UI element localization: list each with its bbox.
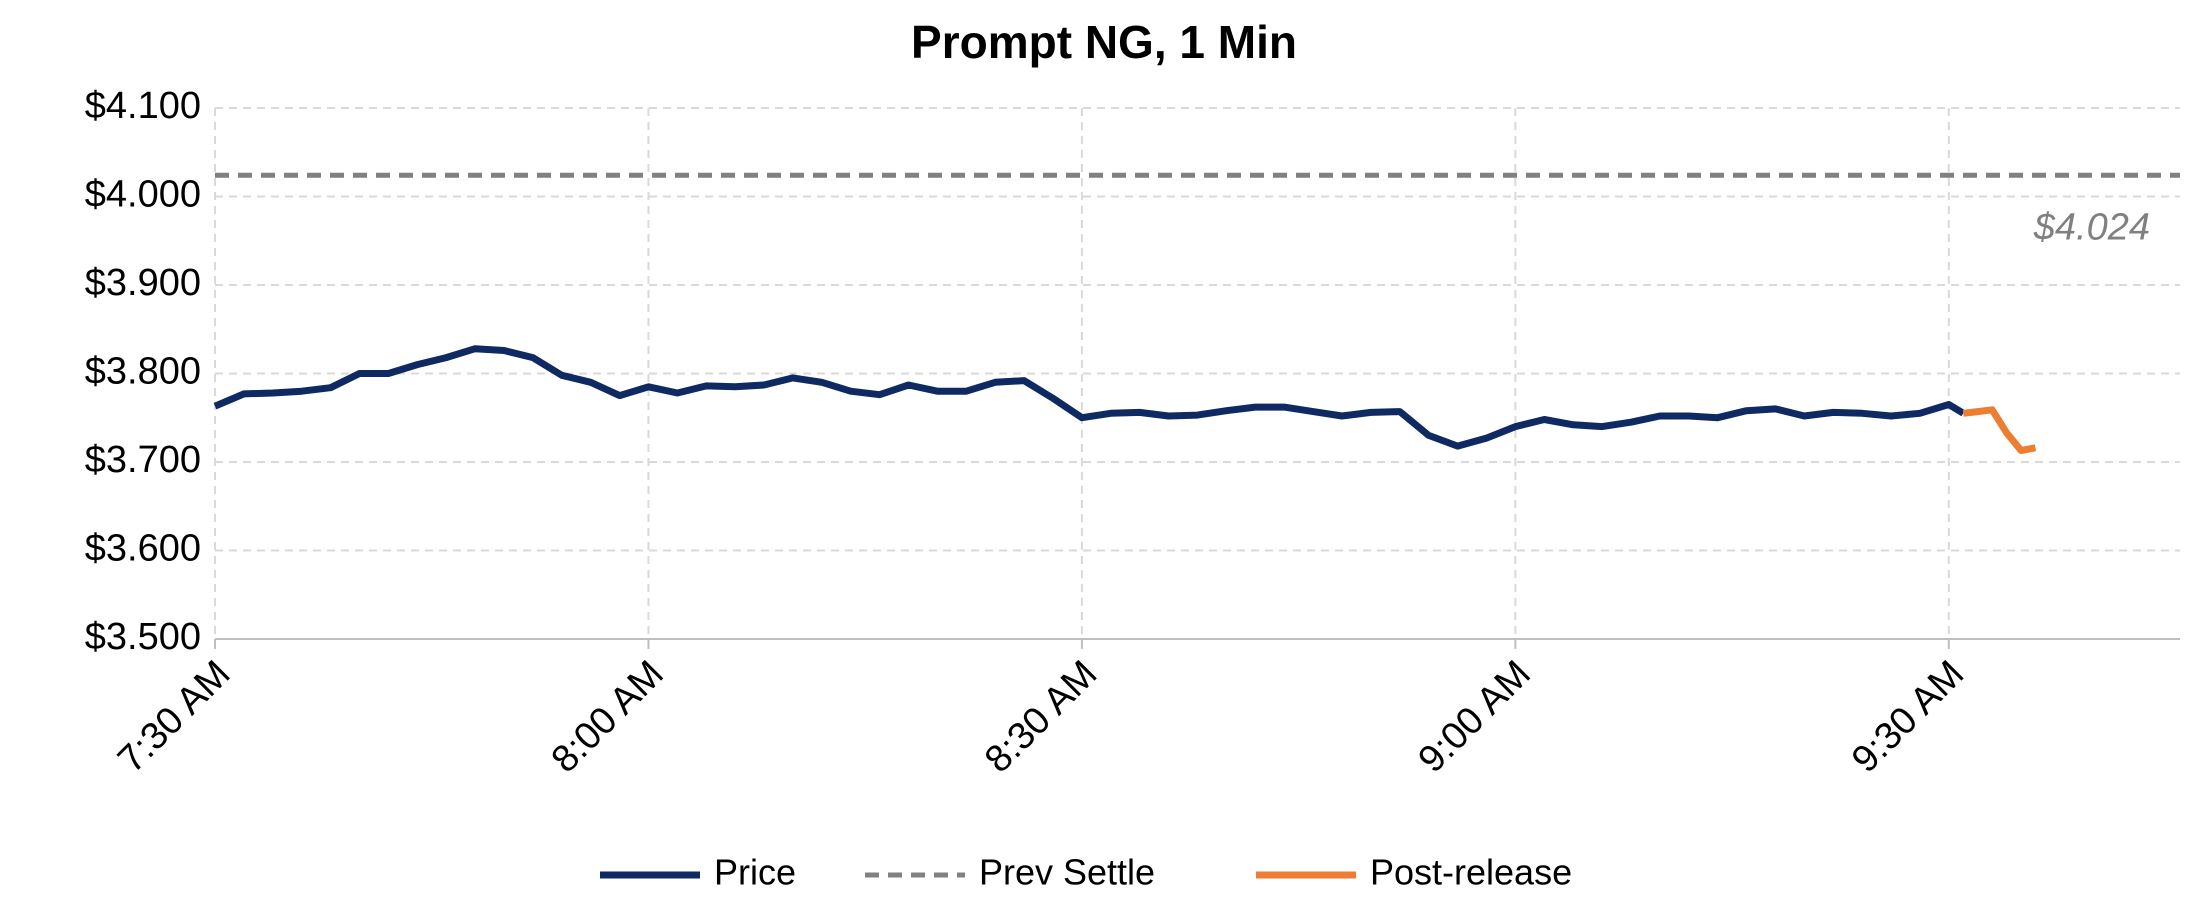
legend-item: Prev Settle [865, 852, 1155, 893]
series-line [1962, 406, 2037, 454]
x-tick-label: 9:00 AM [1411, 653, 1539, 781]
y-tick-label: $3.800 [85, 351, 201, 393]
x-tick-label: 8:30 AM [977, 653, 1105, 781]
series-line [213, 345, 1966, 450]
annotation: $4.024 [2033, 206, 2150, 248]
y-tick-label: $3.600 [85, 528, 201, 570]
legend-item: Post-release [1256, 852, 1572, 893]
y-tick-label: $4.100 [85, 85, 201, 127]
x-tick-label: 8:00 AM [544, 653, 672, 781]
x-tick-label: 9:30 AM [1844, 653, 1972, 781]
y-tick-label: $3.900 [85, 262, 201, 304]
legend-item: Price [600, 852, 796, 893]
legend-label: Prev Settle [979, 852, 1155, 893]
chart-title: Prompt NG, 1 Min [911, 16, 1297, 68]
legend-label: Price [714, 852, 796, 893]
y-tick-label: $3.500 [85, 616, 201, 658]
x-tick-label: 7:30 AM [110, 653, 238, 781]
y-tick-label: $4.000 [85, 174, 201, 216]
y-tick-label: $3.700 [85, 439, 201, 481]
legend-label: Post-release [1370, 852, 1572, 893]
